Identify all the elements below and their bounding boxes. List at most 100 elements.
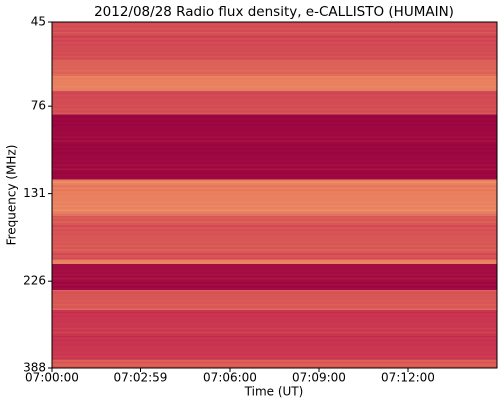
spectrum-band xyxy=(52,263,497,291)
texture-streak xyxy=(52,136,497,138)
texture-streak xyxy=(52,65,497,68)
texture-streak xyxy=(52,213,497,216)
texture-streak xyxy=(52,209,497,212)
texture-streak xyxy=(52,132,497,134)
texture-streak xyxy=(52,28,497,30)
texture-streak xyxy=(52,52,497,54)
texture-streak xyxy=(52,144,497,146)
spectrum-band xyxy=(52,179,497,216)
texture-streak xyxy=(52,249,497,251)
texture-streak xyxy=(52,181,497,184)
texture-streak xyxy=(52,140,497,142)
texture-streak xyxy=(52,176,497,178)
texture-streak xyxy=(52,308,497,310)
spectrum-band xyxy=(52,309,497,360)
spectrum-band xyxy=(52,359,497,368)
texture-streak xyxy=(52,69,497,72)
texture-streak xyxy=(52,253,497,255)
texture-streak xyxy=(52,257,497,259)
texture-streak xyxy=(52,221,497,223)
texture-streak xyxy=(52,292,497,294)
texture-streak xyxy=(52,201,497,204)
texture-streak xyxy=(52,120,497,122)
texture-streak xyxy=(52,343,497,346)
texture-streak xyxy=(52,92,497,95)
chart-title: 2012/08/28 Radio flux density, e-CALLIST… xyxy=(94,4,454,20)
texture-streak xyxy=(52,100,497,103)
texture-streak xyxy=(52,241,497,243)
texture-streak xyxy=(52,273,497,276)
texture-streak xyxy=(52,24,497,26)
texture-streak xyxy=(52,315,497,318)
texture-streak xyxy=(52,172,497,174)
texture-streak xyxy=(52,73,497,76)
texture-streak xyxy=(52,304,497,306)
texture-streak xyxy=(52,229,497,231)
texture-streak xyxy=(52,237,497,239)
texture-streak xyxy=(52,193,497,196)
texture-streak xyxy=(52,296,497,298)
texture-streak xyxy=(52,311,497,314)
texture-streak xyxy=(52,197,497,200)
texture-streak xyxy=(52,285,497,288)
x-axis-label: Time (UT) xyxy=(244,385,304,399)
texture-streak xyxy=(52,245,497,247)
x-tick-label: 07:06:00 xyxy=(203,371,257,385)
texture-streak xyxy=(52,189,497,192)
y-tick-label: 131 xyxy=(23,186,46,200)
x-tick-label: 07:12:00 xyxy=(381,371,435,385)
texture-streak xyxy=(52,205,497,208)
plot-area xyxy=(52,22,497,368)
texture-streak xyxy=(52,277,497,280)
texture-streak xyxy=(52,36,497,38)
spectrum-band xyxy=(52,90,497,115)
texture-streak xyxy=(52,128,497,130)
texture-streak xyxy=(52,361,497,364)
texture-streak xyxy=(52,86,497,88)
x-tick-label: 07:09:00 xyxy=(292,371,346,385)
texture-streak xyxy=(52,160,497,162)
texture-streak xyxy=(52,116,497,118)
texture-streak xyxy=(52,233,497,235)
texture-streak xyxy=(52,347,497,350)
texture-streak xyxy=(52,48,497,50)
y-axis-label: Frequency (MHz) xyxy=(5,145,19,246)
y-tick-label: 388 xyxy=(23,361,46,375)
texture-streak xyxy=(52,300,497,302)
texture-streak xyxy=(52,96,497,99)
texture-streak xyxy=(52,61,497,64)
texture-streak xyxy=(52,281,497,284)
texture-streak xyxy=(52,339,497,342)
texture-streak xyxy=(52,156,497,158)
texture-streak xyxy=(52,124,497,126)
y-tick-label: 45 xyxy=(31,15,46,29)
x-tick-label: 07:02:59 xyxy=(114,371,168,385)
texture-streak xyxy=(52,365,497,368)
texture-streak xyxy=(52,331,497,334)
texture-streak xyxy=(52,265,497,268)
texture-streak xyxy=(52,148,497,150)
texture-streak xyxy=(52,104,497,107)
texture-streak xyxy=(52,82,497,84)
texture-streak xyxy=(52,351,497,354)
texture-streak xyxy=(52,32,497,34)
texture-streak xyxy=(52,168,497,170)
texture-streak xyxy=(52,185,497,188)
texture-streak xyxy=(52,327,497,330)
texture-streak xyxy=(52,108,497,111)
texture-streak xyxy=(52,335,497,338)
spectrum-band xyxy=(52,59,497,77)
texture-streak xyxy=(52,40,497,42)
plot-frame xyxy=(51,21,498,369)
texture-streak xyxy=(52,112,497,115)
texture-streak xyxy=(52,319,497,322)
y-tick-label: 226 xyxy=(23,274,46,288)
texture-streak xyxy=(52,261,497,264)
texture-streak xyxy=(52,152,497,154)
texture-streak xyxy=(52,355,497,358)
texture-streak xyxy=(52,323,497,326)
y-tick-label: 76 xyxy=(31,99,46,113)
x-tick-label: 07:00:00 xyxy=(25,371,79,385)
